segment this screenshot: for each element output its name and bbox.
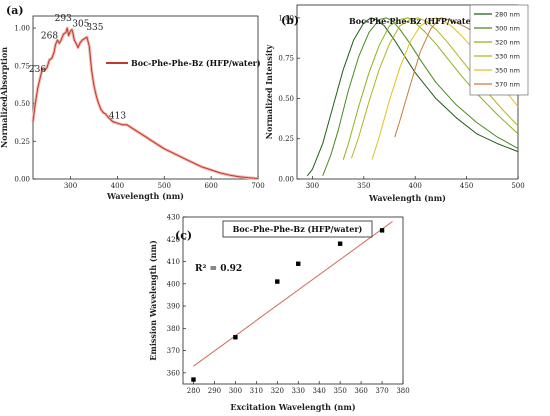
legend-entry: 370 nm	[495, 81, 520, 89]
panel-b-title: Boc-Phe-Phe-Bz (HFP/water)	[349, 16, 479, 26]
linear-fit-line	[193, 221, 393, 367]
legend-entry: 350 nm	[495, 67, 520, 75]
x-tick-label: 600	[204, 182, 217, 190]
panel-label: (a)	[6, 4, 24, 17]
plot-frame	[32, 15, 259, 180]
x-tick-label: 350	[333, 387, 346, 395]
panel-b: 300 350 400 450 500 0.00 0.25 0.50 0.75 1.00 Wavel…	[264, 4, 529, 203]
x-tick-label: 300	[64, 182, 77, 190]
legend-entry: Boc-Phe-Phe-Bz (HFP/water)	[131, 58, 261, 68]
x-axis-label: Excitation Wavelength (nm)	[230, 402, 355, 412]
x-tick-label: 370	[375, 387, 388, 395]
panel-a: 300 400 500 600 700 0.00 0.25 0.50 0.75 1.00 Wavel…	[0, 4, 265, 201]
legend-entry: 330 nm	[495, 53, 520, 61]
y-tick-label: 370	[167, 347, 180, 355]
y-tick-label: 380	[167, 325, 180, 333]
x-tick-label: 500	[511, 182, 524, 190]
data-point	[233, 335, 238, 340]
data-point	[337, 241, 343, 246]
x-axis-label: Wavelength (nm)	[106, 191, 184, 201]
y-tick-label: 410	[167, 258, 180, 266]
panel-c-title: Boc-Phe-Phe-Bz (HFP/water)	[233, 224, 363, 234]
y-tick-label: 1.00	[14, 25, 30, 33]
x-tick-label: 300	[306, 182, 319, 190]
y-tick-label: 360	[167, 369, 180, 377]
x-tick-label: 300	[229, 387, 242, 395]
x-tick-label: 280	[187, 387, 200, 395]
x-tick-label: 450	[460, 182, 473, 190]
peak-annotation: 268	[41, 32, 58, 42]
x-tick-label: 360	[354, 387, 367, 395]
y-tick-label: 400	[167, 280, 180, 288]
panel-label: (b)	[281, 14, 299, 27]
absorption-line	[32, 27, 259, 179]
x-tick-label: 290	[208, 387, 221, 395]
absorption-halo	[31, 26, 259, 180]
panel-label: (c)	[175, 229, 192, 242]
y-tick-label: 0.50	[14, 100, 30, 108]
y-axis-label: Emission Wavelength (nm)	[148, 240, 158, 361]
title-box	[222, 220, 373, 238]
peak-annotation: 293	[55, 14, 72, 24]
data-point	[296, 261, 301, 266]
panel-c: 280 290 300 310 320 330 340 350 360 370 380 360 370 3…	[148, 214, 410, 413]
legend-entry: 320 nm	[495, 39, 520, 47]
data-point	[379, 228, 385, 233]
y-tick-label: 1.00	[278, 14, 294, 22]
r-squared-label: R² = 0.92	[195, 264, 242, 274]
y-tick-label: 0.25	[278, 135, 294, 143]
y-tick-label: 0.00	[278, 176, 294, 184]
x-tick-label: 320	[271, 387, 284, 395]
y-tick-label: 430	[167, 214, 180, 222]
peak-annotation: 413	[109, 112, 126, 122]
emission-series-line	[306, 17, 519, 177]
y-tick-label: 0.00	[14, 176, 30, 184]
x-tick-label: 310	[250, 387, 263, 395]
y-tick-label: 0.75	[14, 62, 30, 70]
x-axis-label: Wavelength (nm)	[368, 193, 446, 203]
legend-entry: 300 nm	[495, 25, 520, 33]
legend-entry: 280 nm	[495, 11, 520, 19]
y-tick-label: 0.50	[278, 95, 294, 103]
x-tick-label: 340	[313, 387, 326, 395]
y-tick-label: 390	[167, 303, 180, 311]
plot-frame	[182, 216, 404, 385]
legend-box	[469, 4, 529, 96]
x-tick-label: 330	[292, 387, 305, 395]
y-tick-label: 0.75	[278, 55, 294, 63]
x-tick-label: 500	[158, 182, 171, 190]
x-tick-label: 700	[251, 182, 264, 190]
x-tick-label: 350	[357, 182, 370, 190]
y-axis-label: NormalizedAbsorption	[0, 47, 9, 148]
data-point	[191, 377, 196, 382]
emission-series-line	[342, 17, 519, 160]
x-tick-label: 400	[409, 182, 422, 190]
emission-series-line	[322, 17, 519, 176]
y-axis-label: Normalized Intensity	[264, 44, 274, 139]
data-point	[275, 279, 280, 284]
x-tick-label: 400	[111, 182, 124, 190]
y-tick-label: 420	[167, 236, 180, 244]
peak-annotation: 305	[72, 20, 89, 30]
y-tick-label: 0.25	[14, 138, 30, 146]
peak-annotation: 335	[86, 23, 103, 33]
peak-annotation: 236	[29, 65, 46, 75]
x-tick-label: 380	[396, 387, 409, 395]
